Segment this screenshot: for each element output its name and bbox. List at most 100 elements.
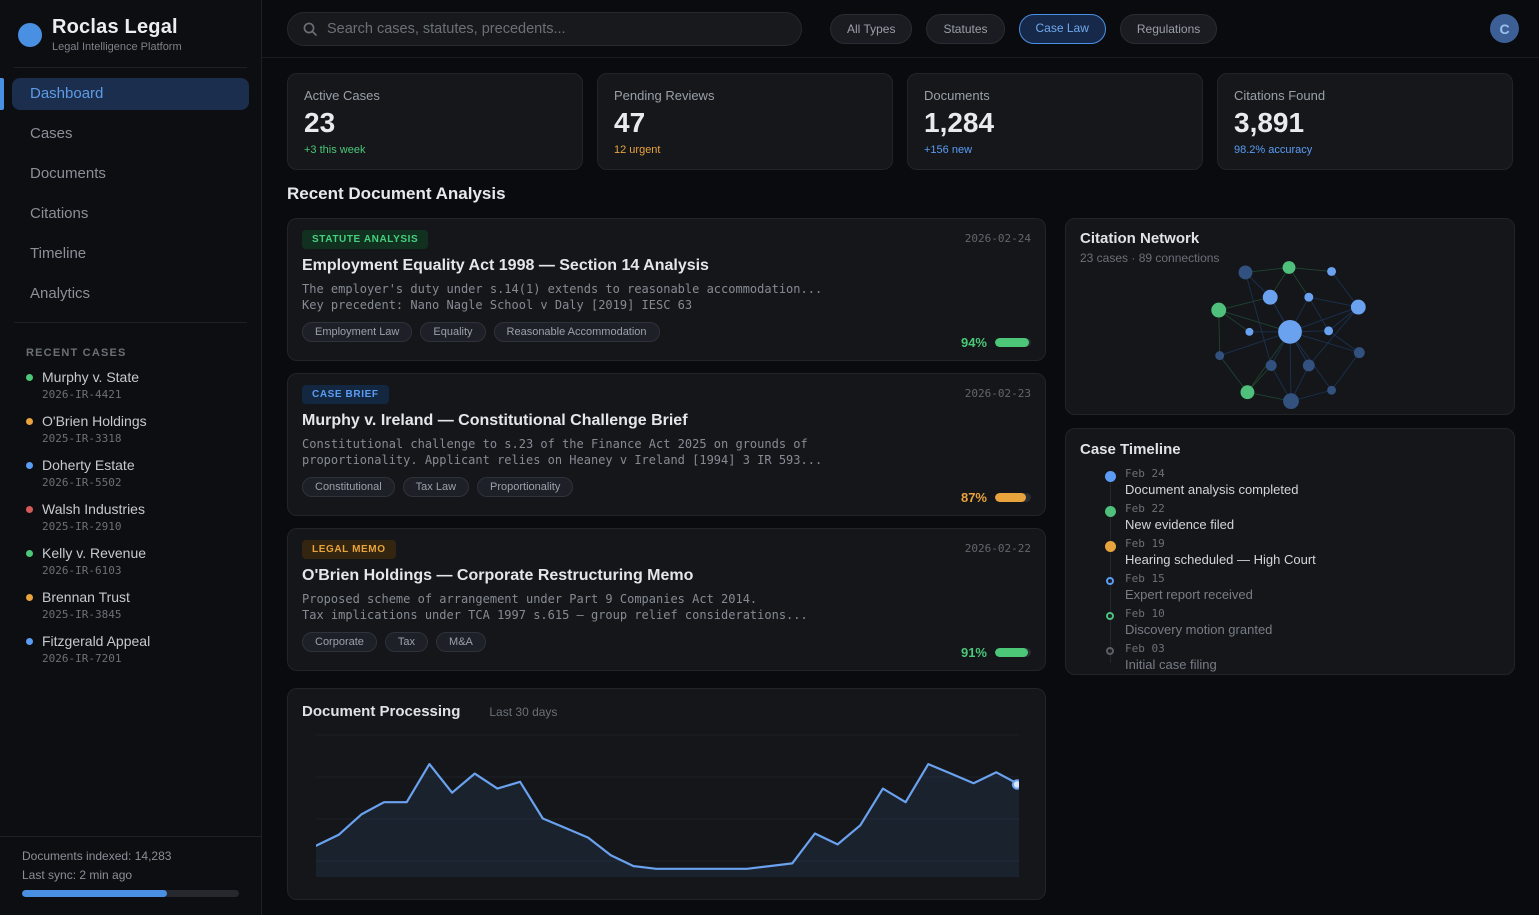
doc-date: 2026-02-24 <box>965 232 1031 245</box>
doc-excerpt: The employer's duty under s.14(1) extend… <box>302 281 1031 313</box>
doc-type-badge: CASE BRIEF <box>302 385 389 404</box>
tag[interactable]: Constitutional <box>302 477 395 497</box>
tag[interactable]: M&A <box>436 632 486 652</box>
doc-excerpt: Proposed scheme of arrangement under Par… <box>302 591 1031 623</box>
score-value: 87% <box>961 490 987 505</box>
case-name: Fitzgerald Appeal <box>42 633 150 649</box>
list-item[interactable]: Fitzgerald Appeal 2026-IR-7201 <box>0 633 261 677</box>
case-status-dot <box>26 506 33 513</box>
score-value: 91% <box>961 645 987 660</box>
analysis-card-legal-memo[interactable]: LEGAL MEMO 2026-02-22 O'Brien Holdings —… <box>287 528 1046 671</box>
tag[interactable]: Equality <box>420 322 485 342</box>
tag[interactable]: Reasonable Accommodation <box>494 322 660 342</box>
stat-label: Pending Reviews <box>614 88 876 103</box>
case-timeline-title: Case Timeline <box>1080 441 1500 458</box>
filter-regulations[interactable]: Regulations <box>1120 14 1217 44</box>
document-processing-chart <box>316 731 1019 887</box>
timeline-dot <box>1105 541 1116 552</box>
list-item[interactable]: Doherty Estate 2026-IR-5502 <box>0 457 261 501</box>
timeline-date: Feb 22 <box>1125 502 1500 515</box>
stat-value: 23 <box>304 107 566 139</box>
sync-progress-fill <box>22 890 167 897</box>
score-bar <box>995 493 1031 502</box>
list-item[interactable]: Walsh Industries 2025-IR-2910 <box>0 501 261 545</box>
sidebar-item-dashboard[interactable]: Dashboard <box>12 78 249 110</box>
case-name: Doherty Estate <box>42 457 135 473</box>
tag-row: Constitutional Tax Law Proportionality <box>302 477 1031 497</box>
stat-card-active-cases: Active Cases 23 +3 this week <box>287 73 583 170</box>
search-input[interactable] <box>327 21 787 37</box>
list-item[interactable]: Murphy v. State 2026-IR-4421 <box>0 369 261 413</box>
sidebar: Roclas Legal Legal Intelligence Platform… <box>0 0 262 915</box>
stat-label: Documents <box>924 88 1186 103</box>
citation-network-subtitle: 23 cases · 89 connections <box>1080 251 1219 265</box>
case-number: 2025-IR-2910 <box>42 520 261 533</box>
tag[interactable]: Tax <box>385 632 428 652</box>
list-item[interactable]: O'Brien Holdings 2025-IR-3318 <box>0 413 261 457</box>
timeline-dot <box>1106 612 1114 620</box>
doc-excerpt: Constitutional challenge to s.23 of the … <box>302 436 1031 468</box>
stat-value: 47 <box>614 107 876 139</box>
list-item[interactable]: Brennan Trust 2025-IR-3845 <box>0 589 261 633</box>
timeline-event: Feb 24 Document analysis completed <box>1080 467 1500 502</box>
timeline-date: Feb 03 <box>1125 642 1500 655</box>
app-logo-row: Roclas Legal Legal Intelligence Platform <box>0 0 261 63</box>
stat-value: 1,284 <box>924 107 1186 139</box>
tag[interactable]: Tax Law <box>403 477 469 497</box>
tag[interactable]: Corporate <box>302 632 377 652</box>
timeline-date: Feb 15 <box>1125 572 1500 585</box>
sidebar-item-timeline[interactable]: Timeline <box>12 238 249 270</box>
filter-all-types[interactable]: All Types <box>830 14 912 44</box>
topbar: All Types Statutes Case Law Regulations … <box>262 0 1539 58</box>
timeline-label: New evidence filed <box>1125 516 1500 533</box>
doc-title: Murphy v. Ireland — Constitutional Chall… <box>302 412 1031 430</box>
timeline-label: Discovery motion granted <box>1125 621 1500 638</box>
timeline-event: Feb 10 Discovery motion granted <box>1080 607 1500 642</box>
list-item[interactable]: Kelly v. Revenue 2026-IR-6103 <box>0 545 261 589</box>
stat-delta: 98.2% accuracy <box>1234 144 1496 156</box>
stat-label: Active Cases <box>304 88 566 103</box>
sidebar-item-citations[interactable]: Citations <box>12 198 249 230</box>
tag[interactable]: Employment Law <box>302 322 412 342</box>
doc-type-badge: STATUTE ANALYSIS <box>302 230 428 249</box>
tag[interactable]: Proportionality <box>477 477 573 497</box>
citation-network-panel: Citation Network 23 cases · 89 connectio… <box>1065 218 1515 415</box>
analysis-card-statute[interactable]: STATUTE ANALYSIS 2026-02-24 Employment E… <box>287 218 1046 361</box>
score-bar <box>995 648 1031 657</box>
timeline-dot <box>1106 647 1114 655</box>
last-sync-status: Last sync: 2 min ago <box>22 868 239 882</box>
recent-cases-label: Recent Cases <box>0 333 261 369</box>
main-area: All Types Statutes Case Law Regulations … <box>262 0 1539 915</box>
document-processing-panel: Document Processing Last 30 days <box>287 688 1046 900</box>
app-logo-icon <box>18 23 42 47</box>
sidebar-item-cases[interactable]: Cases <box>12 118 249 150</box>
case-status-dot <box>26 462 33 469</box>
sidebar-item-documents[interactable]: Documents <box>12 158 249 190</box>
stat-delta: +3 this week <box>304 144 566 156</box>
stat-label: Citations Found <box>1234 88 1496 103</box>
timeline-event: Feb 19 Hearing scheduled — High Court <box>1080 537 1500 572</box>
analysis-card-case-brief[interactable]: CASE BRIEF 2026-02-23 Murphy v. Ireland … <box>287 373 1046 516</box>
search-icon <box>302 21 318 37</box>
stat-value: 3,891 <box>1234 107 1496 139</box>
user-avatar[interactable]: C <box>1490 14 1519 43</box>
doc-date: 2026-02-22 <box>965 542 1031 555</box>
doc-type-badge: LEGAL MEMO <box>302 540 396 559</box>
filter-statutes[interactable]: Statutes <box>926 14 1004 44</box>
search-box[interactable] <box>287 12 802 46</box>
doc-title: O'Brien Holdings — Corporate Restructuri… <box>302 567 1031 585</box>
case-number: 2026-IR-4421 <box>42 388 261 401</box>
page-title: Recent Document Analysis <box>287 184 506 204</box>
doc-date: 2026-02-23 <box>965 387 1031 400</box>
analysis-card-list: STATUTE ANALYSIS 2026-02-24 Employment E… <box>287 218 1046 671</box>
filter-case-law[interactable]: Case Law <box>1019 14 1106 44</box>
filter-pills: All Types Statutes Case Law Regulations <box>830 14 1217 44</box>
document-processing-range: Last 30 days <box>489 705 557 719</box>
case-number: 2026-IR-6103 <box>42 564 261 577</box>
divider <box>14 67 247 68</box>
sidebar-nav: Dashboard Cases Documents Citations Time… <box>0 78 261 310</box>
timeline-dot <box>1105 506 1116 517</box>
sidebar-item-analytics[interactable]: Analytics <box>12 278 249 310</box>
citation-network-title: Citation Network <box>1080 230 1219 247</box>
confidence-score: 94% <box>961 335 1031 350</box>
